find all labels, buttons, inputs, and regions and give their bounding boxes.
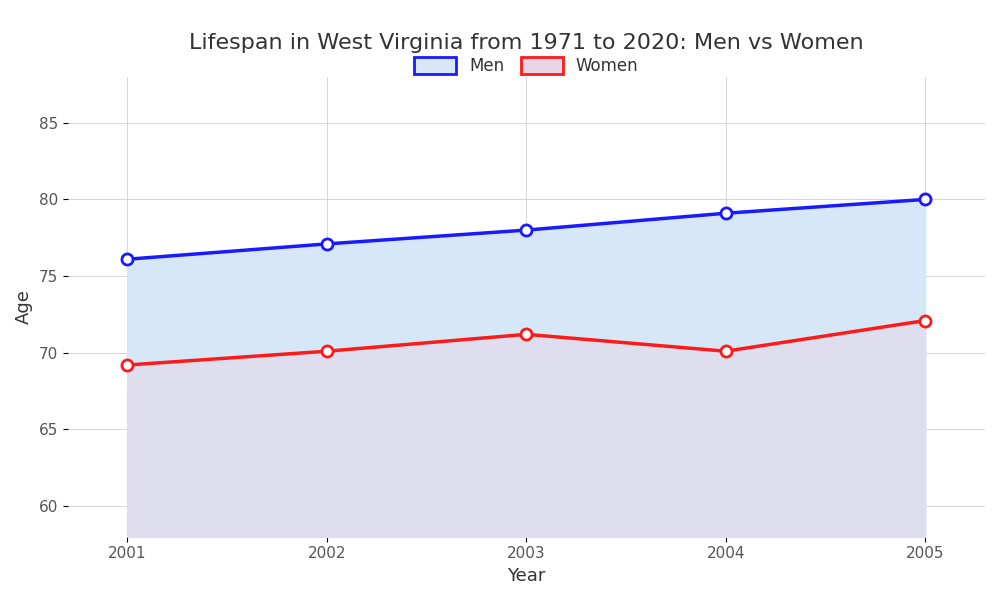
X-axis label: Year: Year — [507, 567, 546, 585]
Title: Lifespan in West Virginia from 1971 to 2020: Men vs Women: Lifespan in West Virginia from 1971 to 2… — [189, 33, 864, 53]
Y-axis label: Age: Age — [15, 289, 33, 324]
Legend: Men, Women: Men, Women — [406, 49, 647, 83]
